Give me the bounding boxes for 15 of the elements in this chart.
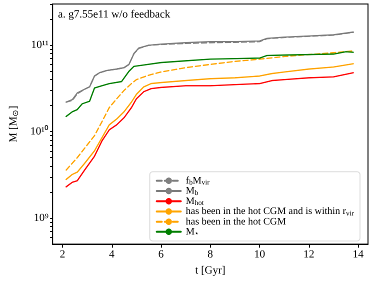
legend-label: has been in the hot CGM xyxy=(186,216,286,228)
y-tick-label: 10¹¹ xyxy=(31,39,49,52)
x-axis-title: t [Gyr] xyxy=(195,264,226,276)
line-series xyxy=(66,51,354,118)
annotation: a. g7.55e11 w/o feedback xyxy=(58,8,171,20)
x-tick-label: 6 xyxy=(158,248,164,261)
y-tick-label: 10¹⁰ xyxy=(30,124,49,138)
x-tick-label: 8 xyxy=(208,248,214,261)
x-tick-label: 14 xyxy=(352,248,364,261)
x-tick-label: 4 xyxy=(109,248,116,261)
y-tick-label: 10⁹ xyxy=(34,212,49,224)
line-series xyxy=(66,50,354,171)
x-tick-label: 10 xyxy=(254,248,266,261)
x-tick-label: 2 xyxy=(60,248,66,261)
x-tick-label: 12 xyxy=(303,248,314,261)
